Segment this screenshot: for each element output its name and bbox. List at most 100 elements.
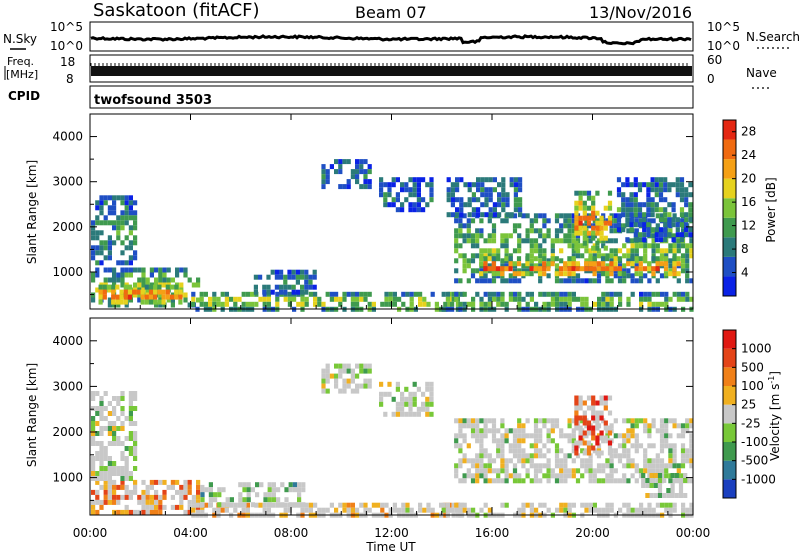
heatmap-cell — [196, 489, 201, 495]
heatmap-cell — [672, 418, 677, 424]
heatmap-cell — [401, 507, 406, 513]
heatmap-cell — [546, 433, 551, 439]
heatmap-cell — [183, 292, 188, 298]
heatmap-cell — [533, 473, 539, 479]
heatmap-cell — [95, 499, 100, 505]
heatmap-cell — [421, 406, 426, 412]
heatmap-cell — [462, 233, 467, 239]
heatmap-cell — [671, 202, 676, 208]
heatmap-cell — [475, 433, 480, 439]
heatmap-cell — [554, 478, 560, 484]
heatmap-cell — [651, 271, 656, 277]
heatmap-cell — [680, 458, 686, 464]
heatmap-cell — [542, 253, 547, 259]
heatmap-cell — [645, 493, 650, 498]
heatmap-cell — [504, 266, 509, 272]
heatmap-cell — [609, 296, 614, 302]
heatmap-cell — [638, 243, 644, 249]
heatmap-cell — [479, 253, 484, 259]
heatmap-cell — [304, 507, 309, 513]
heatmap-cell — [483, 273, 488, 279]
heatmap-cell — [355, 159, 360, 165]
heatmap-cell — [325, 174, 330, 180]
heatmap-cell — [162, 504, 167, 510]
heatmap-cell — [534, 301, 539, 307]
heatmap-cell — [95, 479, 100, 485]
heatmap-cell — [668, 502, 673, 508]
heatmap-cell — [571, 473, 576, 479]
heatmap-cell — [630, 238, 635, 244]
heatmap-cell — [98, 294, 103, 300]
heatmap-cell — [685, 253, 690, 259]
heatmap-cell — [467, 187, 472, 193]
heatmap-cell — [175, 272, 180, 278]
heatmap-cell — [233, 507, 238, 513]
heatmap-cell — [103, 466, 108, 471]
heatmap-cell — [137, 277, 142, 283]
heatmap-cell — [145, 494, 150, 500]
heatmap-cell — [638, 261, 643, 267]
heatmap-cell — [621, 207, 626, 213]
heatmap-cell — [120, 441, 125, 446]
colorbar-segment — [723, 120, 736, 140]
heatmap-cell — [651, 243, 656, 249]
heatmap-cell — [483, 428, 488, 434]
heatmap-cell — [554, 423, 560, 429]
heatmap-cell — [613, 223, 618, 229]
heatmap-cell — [603, 205, 608, 211]
heatmap-cell — [462, 238, 467, 244]
heatmap-cell — [504, 256, 509, 262]
heatmap-cell — [689, 507, 694, 513]
heatmap-cell — [387, 182, 392, 188]
heatmap-cell — [149, 272, 154, 278]
heatmap-cell — [533, 213, 539, 219]
heatmap-cell — [647, 261, 652, 267]
heatmap-cell — [183, 489, 188, 495]
heatmap-cell — [576, 296, 581, 302]
heatmap-cell — [497, 192, 502, 198]
heatmap-cell — [367, 169, 372, 175]
heatmap-cell — [475, 428, 480, 434]
heatmap-cell — [462, 291, 467, 297]
heatmap-cell — [542, 223, 547, 229]
heatmap-cell — [441, 507, 446, 513]
heatmap-cell — [533, 243, 539, 249]
heatmap-cell — [672, 253, 677, 259]
heatmap-cell — [220, 507, 225, 513]
heatmap-cell — [679, 212, 685, 218]
heatmap-cell — [630, 428, 635, 434]
heatmap-cell — [599, 220, 604, 226]
heatmap-cell — [128, 267, 133, 273]
heatmap-cell — [287, 291, 292, 297]
heatmap-cell — [634, 263, 639, 269]
heatmap-cell — [450, 182, 455, 188]
heatmap-cell — [689, 296, 694, 302]
heatmap-cell — [634, 507, 639, 513]
heatmap-cell — [668, 243, 673, 249]
heatmap-cell — [680, 473, 686, 479]
heatmap-cell — [112, 441, 117, 446]
heatmap-cell — [680, 463, 686, 469]
heatmap-cell — [664, 291, 669, 297]
heatmap-cell — [559, 478, 564, 484]
heatmap-cell — [575, 468, 581, 474]
heatmap-cell — [483, 502, 488, 508]
heatmap-cell — [300, 289, 305, 295]
heatmap-cell — [533, 228, 539, 234]
heatmap-cell — [664, 443, 669, 449]
heatmap-cell — [412, 401, 417, 407]
xaxis-label: Time UT — [365, 540, 416, 554]
colorbar-tick-label: -500 — [741, 454, 768, 468]
heatmap-cell — [521, 263, 526, 269]
heatmap-cell — [512, 268, 518, 274]
heatmap-cell — [512, 278, 518, 284]
heatmap-cell — [99, 401, 104, 406]
heatmap-cell — [574, 405, 579, 411]
heatmap-cell — [578, 415, 583, 421]
heatmap-cell — [599, 230, 604, 236]
heatmap-cell — [574, 410, 579, 416]
heatmap-cell — [578, 215, 583, 221]
heatmap-cell — [379, 177, 384, 183]
heatmap-cell — [655, 256, 660, 262]
velocity-colorbar-label-exp: -1 — [767, 376, 776, 384]
